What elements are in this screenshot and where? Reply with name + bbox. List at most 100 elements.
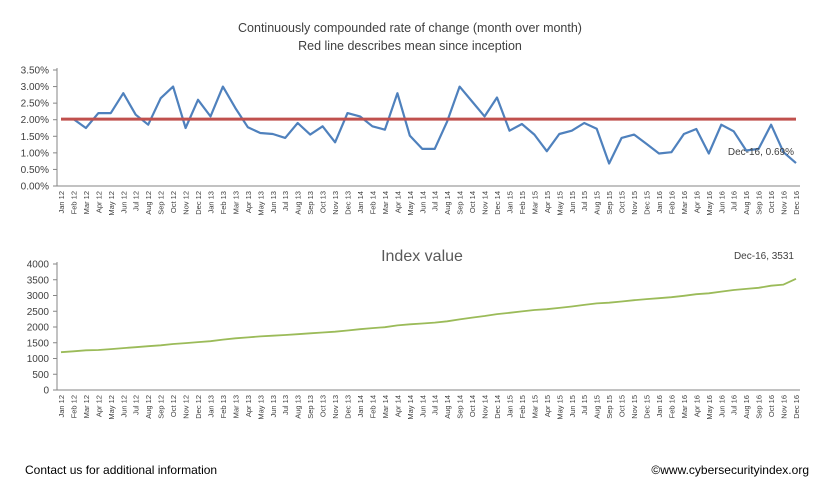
x-tick-label: Dec 13 [344,191,353,215]
x-tick-label: Aug 14 [443,395,452,419]
x-tick-label: Mar 12 [82,191,91,214]
x-tick-label: Apr 16 [692,395,701,417]
x-tick-label: Sep 14 [456,191,465,215]
x-tick-label: Jun 15 [568,191,577,214]
x-tick-label: Apr 14 [393,395,402,417]
x-tick-label: Oct 15 [618,395,627,417]
x-tick-label: May 14 [406,395,415,420]
x-tick-label: Dec 12 [194,191,203,215]
x-tick-label: Mar 16 [680,395,689,418]
x-tick-label: May 14 [406,191,415,216]
y-tick-label: 0.00% [21,182,49,193]
x-tick-label: Jun 15 [568,395,577,418]
contact-text: Contact us for additional information [25,463,218,477]
x-tick-label: Sep 16 [755,191,764,215]
x-tick-label: Sep 13 [306,395,315,419]
x-tick-label: Jan 12 [57,395,66,418]
x-tick-label: Mar 14 [381,191,390,214]
x-tick-label: May 13 [256,395,265,420]
x-tick-label: Feb 16 [667,191,676,214]
x-tick-label: Aug 16 [742,191,751,215]
y-tick-label: 3500 [27,275,50,286]
x-tick-label: Feb 14 [368,191,377,214]
x-tick-label: Oct 13 [319,191,328,213]
x-tick-label: May 12 [107,395,116,420]
x-tick-label: Nov 16 [780,191,789,215]
x-tick-label: Nov 13 [331,191,340,215]
x-tick-label: Nov 14 [481,191,490,215]
x-tick-label: Nov 15 [630,191,639,215]
x-tick-label: Apr 16 [692,191,701,213]
x-tick-label: Nov 14 [481,395,490,419]
x-tick-label: Sep 15 [605,191,614,215]
x-tick-label: Dec 16 [792,395,801,419]
x-tick-label: Feb 16 [667,395,676,418]
x-tick-label: Apr 14 [393,191,402,213]
x-tick-label: Mar 12 [82,395,91,418]
x-tick-label: Jan 13 [206,191,215,214]
x-tick-label: Apr 15 [543,395,552,417]
x-tick-label: Jul 16 [730,395,739,415]
series-line-1 [60,277,797,354]
chart1-subtitle: Red line describes mean since inception [298,39,522,53]
x-tick-label: May 15 [555,395,564,420]
x-tick-label: Apr 13 [244,191,253,213]
x-tick-label: Nov 15 [630,395,639,419]
x-tick-label: Jan 14 [356,395,365,418]
x-tick-label: Dec 14 [493,395,502,419]
x-tick-label: Jul 13 [281,395,290,415]
x-tick-label: Feb 13 [219,395,228,418]
x-tick-label: Aug 13 [294,395,303,419]
x-tick-label: Sep 12 [157,395,166,419]
x-tick-label: Oct 14 [468,395,477,417]
x-tick-label: Apr 13 [244,395,253,417]
y-tick-label: 0.50% [21,165,49,176]
x-tick-label: Sep 15 [605,395,614,419]
x-tick-label: Dec 13 [344,395,353,419]
x-tick-label: Jul 16 [730,191,739,211]
x-tick-label: Aug 16 [742,395,751,419]
y-tick-label: 1.00% [21,148,49,159]
x-tick-label: Jul 14 [431,395,440,415]
y-tick-label: 3.00% [21,82,49,93]
x-tick-label: Mar 15 [530,395,539,418]
x-tick-label: May 12 [107,191,116,216]
x-tick-label: Sep 12 [157,191,166,215]
copyright-text: ©www.cybersecurityindex.org [651,463,809,477]
x-tick-label: Mar 13 [231,191,240,214]
x-tick-label: Jan 16 [655,395,664,418]
x-tick-label: Nov 12 [182,395,191,419]
x-tick-label: Oct 15 [618,191,627,213]
series-line-1 [61,85,797,165]
y-tick-label: 2.00% [21,115,49,126]
x-tick-label: Apr 12 [94,191,103,213]
x-tick-label: Jul 12 [132,191,141,211]
y-tick-label: 3.50% [21,66,49,77]
x-tick-label: Jul 15 [580,395,589,415]
x-tick-label: Dec 15 [643,395,652,419]
x-tick-label: Jan 15 [505,395,514,418]
x-tick-label: Jun 16 [717,395,726,418]
x-tick-label: Jul 12 [132,395,141,415]
y-tick-label: 1.50% [21,132,49,143]
x-tick-label: Jan 14 [356,191,365,214]
x-tick-label: Sep 13 [306,191,315,215]
x-tick-label: Apr 15 [543,191,552,213]
x-tick-label: Aug 15 [593,395,602,419]
y-tick-label: 2.50% [21,99,49,110]
x-tick-label: Jun 12 [119,191,128,214]
x-tick-label: Dec 12 [194,395,203,419]
x-tick-label: Aug 14 [443,191,452,215]
y-tick-label: 2500 [27,307,50,318]
data-annotation: Dec-16, 0.69% [728,147,794,158]
x-tick-label: Aug 12 [144,191,153,215]
x-tick-label: Jan 13 [206,395,215,418]
x-tick-label: Sep 16 [755,395,764,419]
x-tick-label: Nov 16 [780,395,789,419]
x-tick-label: Dec 15 [643,191,652,215]
y-tick-label: 500 [32,370,49,381]
x-tick-label: Sep 14 [456,395,465,419]
x-tick-label: Feb 12 [69,191,78,214]
